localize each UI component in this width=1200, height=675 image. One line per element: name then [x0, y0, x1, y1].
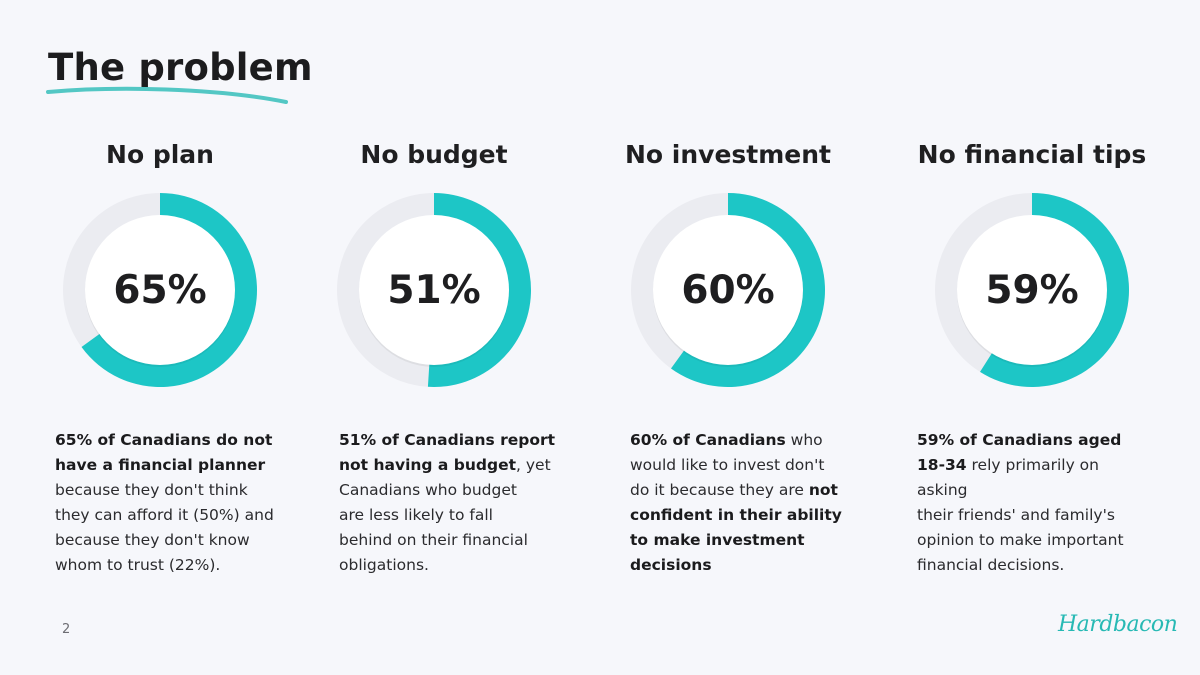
desc-bold: 51% of Canadians report: [339, 431, 556, 449]
donut-value-label: 51%: [387, 267, 481, 313]
stat-title: No financial tips: [917, 140, 1147, 169]
desc-text: because they don't think: [55, 481, 248, 499]
donut-chart: 60%: [628, 190, 828, 390]
desc-text: Canadians who budget: [339, 481, 517, 499]
desc-text: behind on their financial: [339, 531, 528, 549]
desc-bold: 65% of Canadians do not: [55, 431, 273, 449]
desc-bold: not having a budget: [339, 456, 517, 474]
desc-bold: 59% of Canadians aged: [917, 431, 1122, 449]
donut-inner: [359, 215, 509, 365]
stat-column-no-budget: No budget 51%: [299, 138, 569, 390]
desc-text: opinion to make important: [917, 531, 1124, 549]
donut-chart: 59%: [932, 190, 1132, 390]
desc-text: their friends' and family's: [917, 506, 1115, 524]
stat-title: No plan: [106, 140, 214, 169]
desc-text: they can afford it (50%) and: [55, 506, 274, 524]
desc-text: rely primarily on asking: [917, 456, 1099, 499]
desc-text: are less likely to fall: [339, 506, 493, 524]
donut-inner: [85, 215, 235, 365]
stat-column-no-financial-tips: No financial tips 59%: [897, 138, 1167, 390]
desc-text: because they don't know: [55, 531, 250, 549]
donut-inner: [957, 215, 1107, 365]
donut-svg: [337, 193, 532, 387]
desc-text: who: [785, 431, 823, 449]
desc-text: would like to invest don't: [630, 456, 825, 474]
stat-title: No investment: [624, 140, 831, 169]
donut-value-label: 60%: [681, 267, 775, 313]
donut-value-label: 59%: [985, 267, 1079, 313]
stat-description-no-budget: 51% of Canadians report not having a bud…: [339, 428, 569, 578]
stat-description-no-plan: 65% of Canadians do not have a financial…: [55, 428, 285, 578]
page-title: The problem: [48, 46, 313, 89]
donut-svg: [631, 193, 825, 387]
donut-svg: [63, 193, 257, 387]
desc-text: do it because they are: [630, 481, 809, 499]
desc-text: financial decisions.: [917, 556, 1065, 574]
stat-description-no-financial-tips: 59% of Canadians aged 18-34 rely primari…: [917, 428, 1147, 578]
desc-text: , yet: [516, 456, 551, 474]
desc-text: whom to trust (22%).: [55, 556, 221, 574]
desc-text: obligations.: [339, 556, 429, 574]
stat-column-no-investment: No investment 60%: [593, 138, 863, 390]
page-number: 2: [62, 622, 71, 637]
stat-column-no-plan: No plan 65%: [25, 138, 295, 390]
title-underline: [46, 86, 288, 104]
donut-value-label: 65%: [113, 267, 207, 313]
desc-bold: decisions: [630, 556, 712, 574]
desc-bold: have a financial planner: [55, 456, 266, 474]
desc-bold: to make investment: [630, 531, 805, 549]
donut-chart: 65%: [60, 190, 260, 390]
donut-chart: 51%: [334, 190, 534, 390]
stat-title: No budget: [360, 140, 508, 169]
desc-bold: 60% of Canadians: [630, 431, 786, 449]
desc-bold: confident in their ability: [630, 506, 842, 524]
stat-description-no-investment: 60% of Canadians who would like to inves…: [630, 428, 860, 578]
donut-inner: [653, 215, 803, 365]
desc-bold: not: [808, 481, 838, 499]
brand-logo: Hardbacon: [1058, 612, 1178, 637]
donut-svg: [935, 193, 1129, 387]
desc-bold: 18-34: [917, 456, 967, 474]
